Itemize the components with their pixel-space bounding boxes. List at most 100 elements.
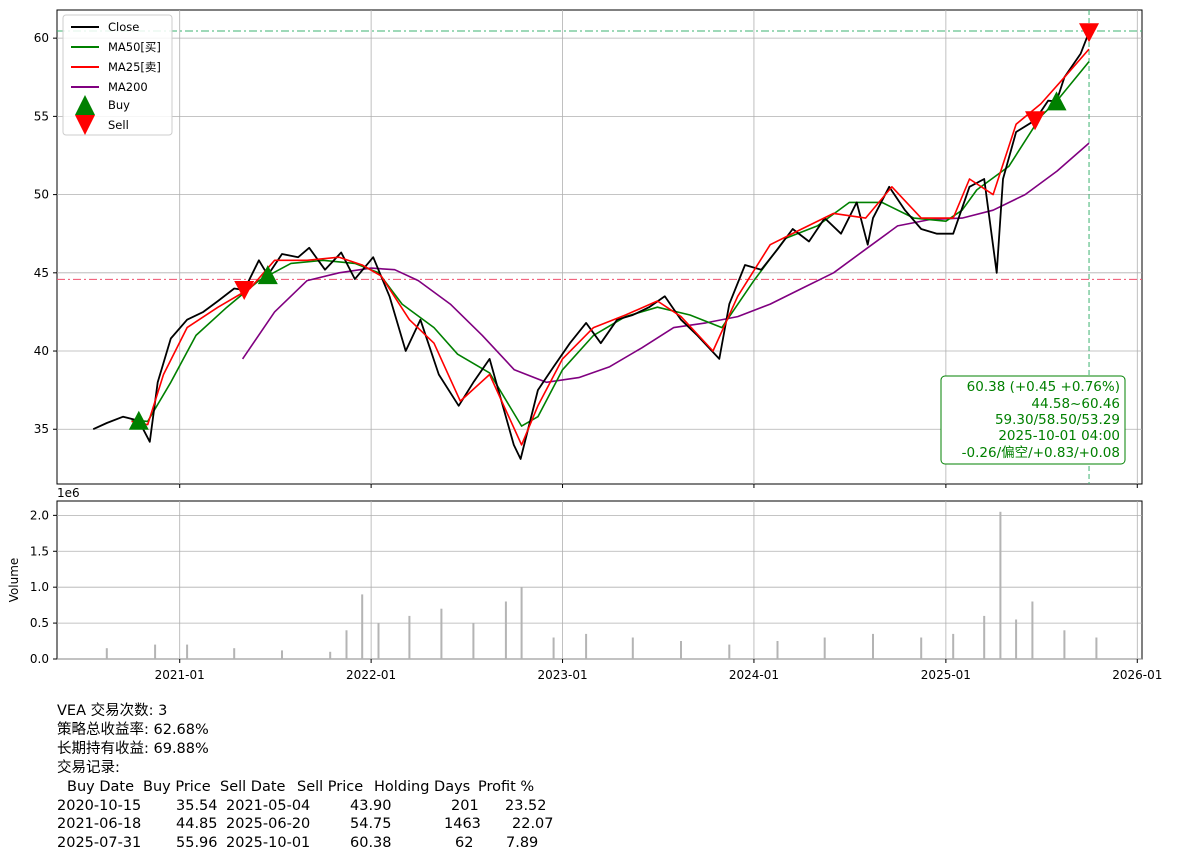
volume-bar xyxy=(472,623,475,659)
volume-bar xyxy=(377,623,380,659)
price-y-ticks: 35 40 45 50 55 60 xyxy=(34,31,57,436)
cell-profit: 7.89 xyxy=(506,834,539,851)
legend-close: Close xyxy=(108,20,139,34)
volume-x-tick-label: 2025-01 xyxy=(921,668,971,682)
records-label: 交易记录: xyxy=(57,760,120,776)
buy-marker xyxy=(128,410,149,430)
volume-x-tick-label: 2026-01 xyxy=(1112,668,1162,682)
trade-markers xyxy=(128,23,1100,430)
header-profit: Profit % xyxy=(478,779,535,795)
price-annotation: 60.38 (+0.45 +0.76%) 44.58~60.46 59.30/5… xyxy=(940,375,1126,465)
buy-marker xyxy=(1046,91,1067,111)
cell-sell-price: 43.90 xyxy=(350,797,392,814)
cell-buy-date: 2021-06-18 xyxy=(57,816,142,832)
volume-axis-label: Volume xyxy=(7,558,21,603)
volume-bar xyxy=(105,648,108,659)
volume-panel: 0.00.51.01.52.0 2021-01 2022-01 2023-01 202… xyxy=(7,486,1162,682)
price-y-tick-label: 55 xyxy=(34,109,49,123)
cell-buy-price: 55.96 xyxy=(176,834,218,851)
volume-bar xyxy=(728,644,731,659)
volume-bar xyxy=(408,615,411,659)
volume-bar xyxy=(1015,619,1018,659)
annotation-line-3: 59.30/58.50/53.29 xyxy=(995,412,1120,428)
legend-buy: Buy xyxy=(108,98,130,112)
volume-axes-frame xyxy=(56,500,1143,660)
volume-bar xyxy=(1031,601,1034,659)
volume-grid xyxy=(57,501,1142,660)
volume-y-tick-label: 1.5 xyxy=(30,544,49,558)
volume-bar xyxy=(680,641,682,659)
volume-bar xyxy=(186,644,189,659)
header-buy-price: Buy Price xyxy=(143,779,211,795)
header-holding-days: Holding Days xyxy=(374,779,471,795)
cell-sell-date: 2025-10-01 xyxy=(226,834,311,851)
volume-bar xyxy=(776,641,779,659)
cell-sell-date: 2021-05-04 xyxy=(226,797,311,814)
legend-ma200: MA200 xyxy=(108,80,148,94)
legend-sell: Sell xyxy=(108,118,129,132)
buy-marker xyxy=(257,265,278,285)
price-y-tick-label: 50 xyxy=(34,188,49,202)
header-buy-date: Buy Date xyxy=(67,779,134,795)
volume-bar xyxy=(999,511,1002,659)
volume-y-tick-label: 0.0 xyxy=(30,652,49,666)
price-y-tick-label: 45 xyxy=(34,266,49,280)
volume-bar xyxy=(154,644,157,659)
volume-bar xyxy=(552,637,555,659)
volume-bar xyxy=(329,651,332,659)
annotation-line-5: -0.26/偏空/+0.83/+0.08 xyxy=(962,445,1120,461)
legend-ma25: MA25[卖] xyxy=(108,60,161,74)
price-y-tick-label: 35 xyxy=(34,422,49,436)
volume-bar xyxy=(281,650,283,659)
backtest-summary: VEA 交易次数: 3 策略总收益率: 62.68% 长期持有收益: 69.88… xyxy=(57,702,209,778)
legend-swatch-buy xyxy=(75,95,95,115)
price-y-tick-label: 60 xyxy=(34,31,49,45)
legend: Close MA50[买] MA25[卖] MA200 Buy Sell xyxy=(62,14,173,136)
volume-bar xyxy=(585,633,588,659)
volume-bar xyxy=(952,633,955,659)
cell-sell-price: 60.38 xyxy=(350,834,392,851)
header-sell-price: Sell Price xyxy=(297,779,364,795)
legend-swatch-sell xyxy=(75,115,95,135)
cell-holding-days: 62 xyxy=(455,834,474,851)
legend-box xyxy=(62,14,173,136)
volume-bar xyxy=(504,601,507,659)
volume-y-tick-label: 2.0 xyxy=(30,508,49,522)
volume-x-tick-label: 2023-01 xyxy=(537,668,587,682)
volume-bar xyxy=(631,637,634,659)
annotation-line-4: 2025-10-01 04:00 xyxy=(998,428,1120,444)
volume-bar xyxy=(440,608,443,659)
volume-y-ticks: 0.0 0.5 1.0 1.5 2.0 xyxy=(30,508,57,666)
header-sell-date: Sell Date xyxy=(220,779,286,795)
volume-bar xyxy=(1095,637,1098,659)
volume-x-ticks: 2021-01 2022-01 2023-01 2024-01 2025-01 2026-… xyxy=(155,659,1162,682)
strategy-return: 策略总收益率: 62.68% xyxy=(57,722,209,738)
cell-sell-date: 2025-06-20 xyxy=(226,816,311,832)
cell-buy-date: 2025-07-31 xyxy=(57,834,142,851)
annotation-line-2: 44.58~60.46 xyxy=(1031,396,1120,412)
volume-bar xyxy=(983,615,986,659)
volume-x-tick-label: 2022-01 xyxy=(346,668,396,682)
cell-sell-price: 54.75 xyxy=(350,816,392,832)
annotation-line-1: 60.38 (+0.45 +0.76%) xyxy=(967,379,1120,395)
cell-buy-price: 44.85 xyxy=(176,816,218,832)
hold-return: 长期持有收益: 69.88% xyxy=(57,741,209,757)
cell-profit: 23.52 xyxy=(505,797,547,814)
volume-offset-label: 1e6 xyxy=(57,486,80,500)
sell-marker xyxy=(1025,111,1046,131)
volume-bar xyxy=(361,594,364,659)
legend-ma50: MA50[买] xyxy=(108,40,161,54)
price-x-ticks xyxy=(179,484,1138,488)
volume-bar xyxy=(872,633,874,659)
volume-x-tick-label: 2021-01 xyxy=(155,668,205,682)
volume-x-tick-label: 2024-01 xyxy=(729,668,779,682)
volume-bar xyxy=(920,637,923,659)
cell-buy-price: 35.54 xyxy=(176,797,218,814)
volume-bar xyxy=(520,587,523,659)
volume-y-tick-label: 0.5 xyxy=(30,616,49,630)
volume-bar xyxy=(233,648,236,659)
volume-y-tick-label: 1.0 xyxy=(30,580,49,594)
volume-bar xyxy=(1063,630,1066,659)
price-y-tick-label: 40 xyxy=(34,344,49,358)
price-volume-chart: 35 40 45 50 55 60 Close MA50[买] MA25[卖] MA200… xyxy=(7,9,1162,682)
